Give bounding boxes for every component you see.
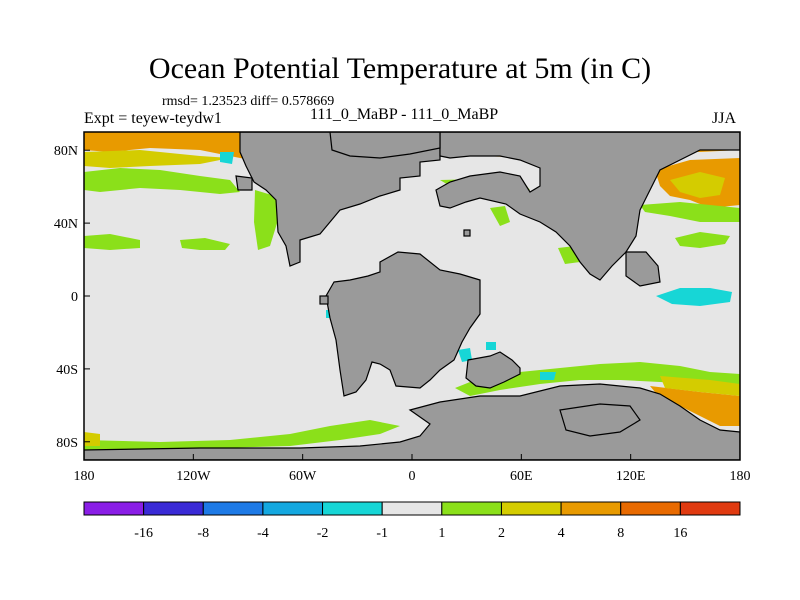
lat-tick-label: 40N	[54, 217, 78, 232]
indian-ocean-cyan	[458, 348, 472, 362]
south-america	[325, 251, 481, 397]
colorbar-label: -4	[257, 526, 269, 541]
n-atlantic-green-west	[254, 190, 278, 250]
antarctica	[84, 383, 740, 460]
lat-tick-label: 80S	[56, 436, 78, 451]
longitude-axis: 180 120W 60W 0 60E 120E 180	[74, 454, 751, 484]
pacific-trop-green	[180, 238, 230, 250]
australia	[559, 403, 641, 437]
north-pacific-island	[235, 175, 253, 191]
atlantic-island	[319, 295, 329, 305]
map-title: Ocean Potential Temperature at 5m (in C)	[148, 52, 652, 85]
lat-tick-label: 40S	[56, 363, 78, 378]
lon-tick-label: 180	[730, 469, 751, 484]
s-ocean-green-west	[84, 420, 400, 450]
s-ocean-green-east	[455, 362, 740, 396]
colorbar-label: 2	[498, 526, 505, 541]
n-pacific-green-band	[84, 168, 240, 194]
map-field	[84, 132, 740, 460]
experiment-label: Expt = teyew-teydw1	[84, 110, 222, 127]
colorbar-label: -16	[134, 526, 153, 541]
eurasia	[435, 132, 740, 281]
w-pacific-green-strip	[84, 234, 140, 250]
runs-label: 111_0_MaBP - 111_0_MaBP	[310, 106, 499, 123]
colorbar-swatch	[560, 501, 622, 516]
lon-tick-label: 60W	[289, 469, 317, 484]
indian-ocean-cyan-2	[540, 372, 556, 380]
colorbar-label: -2	[317, 526, 329, 541]
asia-islands	[625, 251, 661, 287]
lat-tick-label: 80N	[54, 144, 78, 159]
arabian-island	[463, 229, 471, 237]
colorbar-swatch	[262, 501, 324, 516]
colorbar-swatch	[202, 501, 264, 516]
colorbar-swatch	[381, 501, 443, 516]
north-america	[239, 132, 441, 267]
s-ocean-yellow-east	[660, 376, 740, 396]
colorbar-swatch	[83, 501, 145, 516]
colorbar-swatch	[441, 501, 502, 516]
arctic-yellow-patch	[84, 150, 230, 168]
colorbar-label: -1	[376, 526, 388, 541]
e-pacific-cyan	[656, 288, 732, 306]
lon-tick-label: 60E	[510, 469, 533, 484]
lon-tick-label: 180	[74, 469, 95, 484]
pacific-ne-yellow	[670, 172, 725, 198]
colorbar-swatch	[679, 501, 741, 516]
land-masses	[84, 132, 740, 460]
africa	[465, 351, 521, 389]
colorbar-swatch	[500, 501, 562, 516]
season-label: JJA	[712, 110, 737, 127]
colorbar-label: 4	[558, 526, 565, 541]
colorbar-swatch	[322, 501, 383, 516]
lat-tick-label: 0	[71, 290, 78, 305]
arctic-cyan	[220, 152, 234, 164]
s-ocean-warm-east	[650, 386, 740, 426]
lon-tick-label: 120E	[616, 469, 646, 484]
colorbar-label: 16	[673, 526, 687, 541]
colorbar-label: 1	[438, 526, 445, 541]
greenland	[329, 132, 441, 159]
lon-tick-label: 0	[409, 469, 416, 484]
pacific-ne-green	[640, 202, 740, 222]
latitude-axis: 80N 40N 0 40S 80S	[54, 144, 90, 451]
colorbar-label: -8	[197, 526, 209, 541]
lon-tick-label: 120W	[176, 469, 211, 484]
madagascar-cyan	[486, 342, 496, 350]
colorbar-label: 8	[617, 526, 624, 541]
colorbar-swatch	[620, 501, 681, 516]
s-ocean-yellow-west	[84, 432, 100, 446]
colorbar-swatch	[143, 501, 204, 516]
e-pacific-green	[675, 232, 730, 248]
rmsd-diff-stats: rmsd= 1.23523 diff= 0.578669	[162, 94, 335, 109]
colorbar: -16 -8 -4 -2 -1 1 2 4 8 16	[83, 501, 741, 541]
med-green-patch	[490, 206, 510, 226]
